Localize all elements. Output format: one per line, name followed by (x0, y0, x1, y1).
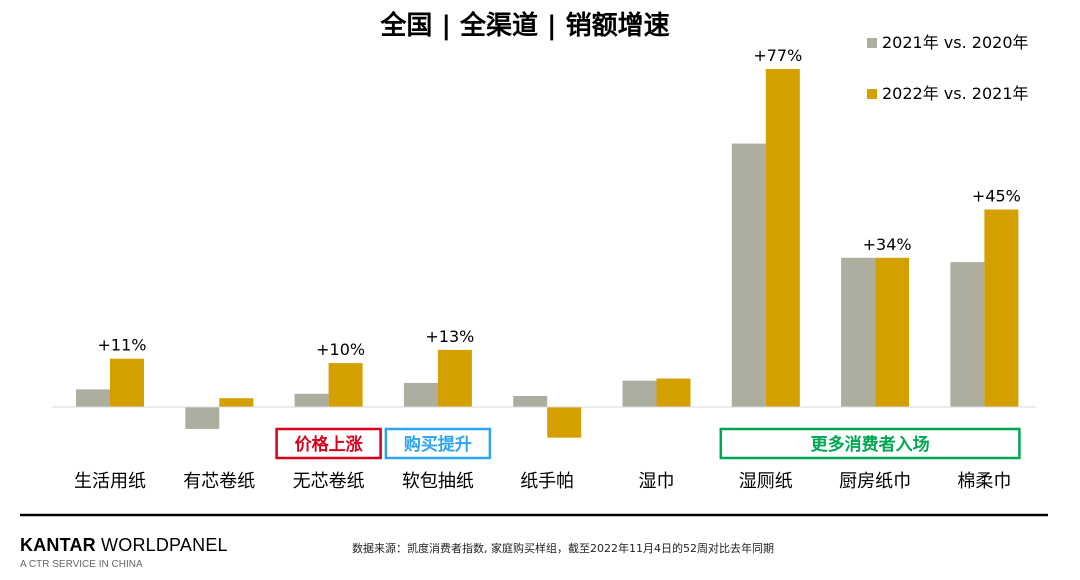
bar-series-0-cat-4 (513, 396, 548, 407)
bar-series-1-cat-6 (765, 69, 800, 407)
annotation-text-1: 购买提升 (404, 434, 472, 455)
chart-title: 全国 | 全渠道 | 销额增速 (379, 10, 669, 41)
legend: 2021年 vs. 2020年 2022年 vs. 2021年 (867, 33, 1029, 103)
legend-label-2022: 2022年 vs. 2021年 (882, 84, 1029, 103)
data-label-3: +13% (425, 327, 474, 346)
bar-series-1-cat-4 (547, 407, 582, 438)
brand-bold: KANTAR (20, 535, 96, 555)
data-label-8: +45% (972, 187, 1021, 206)
bar-series-0-cat-7 (841, 257, 876, 407)
legend-swatch-2021 (867, 38, 877, 48)
bar-series-1-cat-7 (875, 257, 910, 407)
bar-series-0-cat-1 (185, 407, 220, 429)
category-label-2: 无芯卷纸 (293, 471, 365, 492)
footer: KANTAR WORLDPANEL A CTR SERVICE IN CHINA… (20, 535, 774, 570)
data-source-note: 数据来源：凯度消费者指数, 家庭购买样组，截至2022年11月4日的52周对比去… (352, 541, 774, 555)
data-label-6: +77% (753, 46, 802, 65)
category-label-3: 软包抽纸 (402, 471, 474, 492)
data-label-0: +11% (98, 336, 147, 355)
category-label-1: 有芯卷纸 (183, 471, 255, 492)
brand-rest: WORLDPANEL (96, 535, 228, 555)
data-labels: +11% +10% +13% +77% +34% +45% (98, 46, 1021, 359)
annotation-box-0 (275, 427, 382, 460)
legend-label-2021: 2021年 vs. 2020年 (882, 33, 1029, 52)
brand-logo: KANTAR WORLDPANEL (20, 535, 228, 555)
category-label-5: 湿巾 (639, 471, 675, 492)
category-label-8: 棉柔巾 (957, 471, 1011, 492)
annotations: 价格上涨 购买提升 更多消费者入场 (275, 427, 1021, 460)
bar-series-1-cat-3 (437, 349, 472, 407)
bar-series-0-cat-6 (731, 143, 766, 407)
category-labels: 生活用纸 有芯卷纸 无芯卷纸 软包抽纸 纸手帕 湿巾 湿厕纸 厨房纸巾 棉柔巾 (74, 471, 1011, 492)
annotation-text-0: 价格上涨 (295, 434, 363, 455)
bar-series-0-cat-2 (294, 393, 329, 407)
data-label-2: +10% (316, 340, 365, 359)
category-label-6: 湿厕纸 (739, 471, 793, 492)
bar-series-1-cat-8 (984, 209, 1019, 407)
annotation-box-2 (719, 427, 1021, 460)
bars (76, 69, 1019, 438)
annotation-text-2: 更多消费者入场 (811, 434, 930, 455)
bar-series-1-cat-1 (219, 398, 254, 407)
annotation-box-1 (384, 427, 492, 460)
category-label-4: 纸手帕 (520, 471, 574, 492)
bar-series-0-cat-8 (950, 262, 985, 407)
bar-series-0-cat-3 (403, 382, 438, 407)
bar-series-0-cat-0 (76, 389, 110, 407)
category-label-7: 厨房纸巾 (839, 471, 911, 492)
bar-series-1-cat-0 (110, 358, 144, 407)
brand-subtitle: A CTR SERVICE IN CHINA (20, 559, 143, 570)
bar-series-1-cat-2 (328, 363, 363, 407)
bar-series-0-cat-5 (622, 380, 657, 407)
category-label-0: 生活用纸 (74, 471, 146, 492)
data-label-7: +34% (863, 235, 912, 254)
bar-series-1-cat-5 (656, 378, 691, 407)
legend-swatch-2022 (867, 89, 877, 99)
